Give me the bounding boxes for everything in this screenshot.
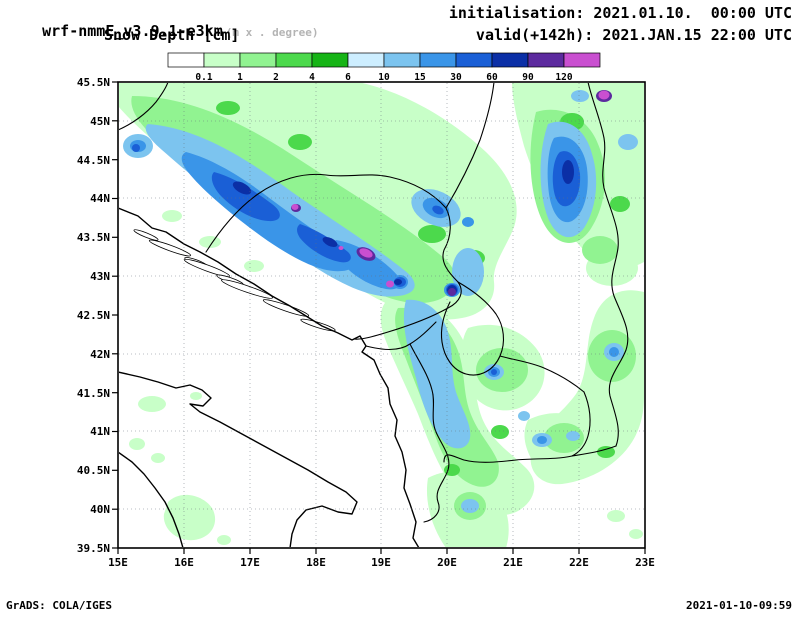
y-axis-label: 43.5N	[77, 231, 110, 244]
adriatic-islands	[133, 229, 336, 332]
snow-shading-magenta	[291, 90, 610, 288]
colorbar-label: 60	[486, 72, 498, 83]
colorbar-label: 90	[522, 72, 534, 83]
y-axis-label: 40.5N	[77, 464, 110, 477]
x-axis-label: 23E	[635, 556, 655, 569]
colorbar-label: 120	[555, 72, 572, 83]
x-axis-label: 21E	[503, 556, 523, 569]
x-axis-label: 18E	[306, 556, 326, 569]
grads-credit: GrADS: COLA/IGES	[6, 599, 112, 612]
x-axis-labels: 15E 16E 17E 18E 19E 20E 21E 22E 23E	[108, 556, 655, 569]
y-axis-labels: 45.5N 45N 44.5N 44N 43.5N 43N 42.5N 42N …	[77, 76, 110, 555]
creation-timestamp: 2021-01-10-09:59	[686, 599, 792, 612]
y-axis-label: 39.5N	[77, 542, 110, 555]
colorbar-legend: 0.1 1 2 4 6 10 15 30 60 90 120	[167, 52, 601, 83]
y-axis-label: 45N	[90, 115, 110, 128]
colorbar-label: 30	[450, 72, 462, 83]
colorbar-label: 6	[345, 72, 351, 83]
y-axis-label: 41N	[90, 425, 110, 438]
y-axis-label: 45.5N	[77, 76, 110, 89]
x-axis-label: 15E	[108, 556, 128, 569]
colorbar-label: 2	[273, 72, 279, 83]
x-axis-label: 20E	[437, 556, 457, 569]
graticule	[119, 83, 644, 547]
y-axis-label: 41.5N	[77, 387, 110, 400]
colorbar-label: 0.1	[195, 72, 212, 83]
colorbar-label: 10	[378, 72, 390, 83]
y-axis-label: 40N	[90, 503, 110, 516]
colorbar-segment	[563, 52, 601, 68]
colorbar-labels: 0.1 1 2 4 6 10 15 30 60 90 120	[195, 72, 572, 83]
colorbar-label: 15	[414, 72, 426, 83]
x-axis-label: 22E	[569, 556, 589, 569]
colorbar-label: 1	[237, 72, 243, 83]
y-axis-label: 44.5N	[77, 154, 110, 167]
coastline	[119, 207, 420, 547]
units-note: (m x . degree)	[225, 26, 319, 39]
model-title: wrf-nmmE_v3.9.1-e3km	[42, 22, 223, 40]
x-axis-label: 19E	[371, 556, 391, 569]
country-borders	[119, 83, 629, 523]
field-title: Snow Depth [cm]	[104, 26, 240, 44]
colorbar-label: 4	[309, 72, 315, 83]
y-axis-label: 42N	[90, 348, 110, 361]
y-axis-label: 43N	[90, 270, 110, 283]
colorbar-cells	[167, 52, 601, 68]
axis-ticks	[112, 81, 646, 554]
model-title-line: wrf-nmmE_v3.9.1-e3km (m x . degree)	[6, 4, 318, 58]
y-axis-label: 42.5N	[77, 309, 110, 322]
init-time-label: initialisation: 2021.01.10. 00:00 UTC	[448, 4, 792, 22]
y-axis-label: 44N	[90, 192, 110, 205]
valid-time-label: valid(+142h): 2021.JAN.15 22:00 UTC	[475, 26, 792, 44]
x-axis-label: 16E	[174, 556, 194, 569]
x-axis-label: 17E	[240, 556, 260, 569]
